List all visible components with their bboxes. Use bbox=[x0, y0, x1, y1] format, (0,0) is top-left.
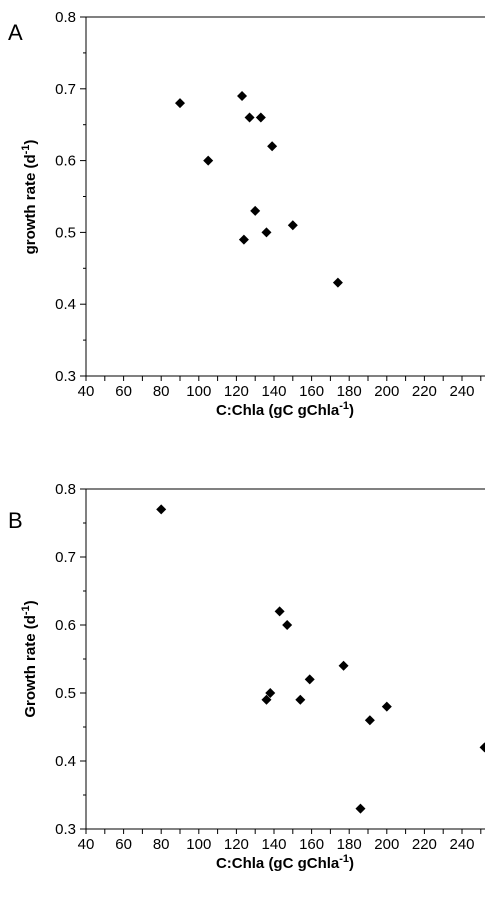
y-tick-label: 0.7 bbox=[55, 81, 76, 98]
x-tick-label: 140 bbox=[261, 836, 286, 853]
data-points bbox=[175, 90, 343, 288]
panel-label: A bbox=[8, 20, 23, 45]
y-tick-label: 0.4 bbox=[55, 753, 76, 770]
x-tick-label: 100 bbox=[186, 383, 211, 400]
y-tick-label: 0.8 bbox=[55, 9, 76, 26]
data-points bbox=[156, 504, 485, 814]
data-point bbox=[287, 220, 298, 231]
data-point bbox=[175, 98, 185, 109]
data-point bbox=[237, 90, 248, 101]
data-point bbox=[304, 674, 315, 685]
data-point bbox=[332, 277, 343, 288]
panel-a: A 0.3 0.4 0.5 0.6 0.7 0.8 40 60 80 100 120 140 160 1… bbox=[8, 9, 485, 419]
data-point bbox=[238, 234, 249, 245]
x-tick-label: 80 bbox=[153, 383, 170, 400]
y-tick-label: 0.3 bbox=[55, 821, 76, 838]
y-ticks: 0.3 0.4 0.5 0.6 0.7 0.8 bbox=[55, 481, 86, 838]
y-tick-label: 0.8 bbox=[55, 481, 76, 498]
data-point bbox=[156, 504, 167, 515]
y-tick-label: 0.4 bbox=[55, 296, 76, 313]
x-tick-label: 60 bbox=[115, 383, 132, 400]
x-tick-label: 160 bbox=[299, 383, 324, 400]
y-ticks: 0.3 0.4 0.5 0.6 0.7 0.8 bbox=[55, 9, 86, 385]
x-tick-label: 180 bbox=[337, 383, 362, 400]
data-point bbox=[479, 742, 485, 753]
panel-b: B 0.3 0.4 0.5 0.6 0.7 0.8 40 60 80 100 120 140 160 1… bbox=[8, 481, 485, 872]
data-point bbox=[265, 688, 276, 698]
y-tick-label: 0.6 bbox=[55, 617, 76, 634]
y-tick-label: 0.6 bbox=[55, 153, 76, 170]
data-point bbox=[244, 112, 255, 123]
data-point bbox=[255, 112, 266, 123]
x-tick-label: 80 bbox=[153, 836, 170, 853]
y-tick-label: 0.5 bbox=[55, 224, 76, 241]
x-axis-title: C:Chla (gC gChla-1) bbox=[216, 400, 354, 419]
x-tick-label: 120 bbox=[224, 383, 249, 400]
x-tick-label: 40 bbox=[78, 383, 95, 400]
x-tick-label: 180 bbox=[337, 836, 362, 853]
x-tick-label: 240 bbox=[449, 383, 474, 400]
x-tick-label: 200 bbox=[374, 836, 399, 853]
x-axis-title: C:Chla (gC gChla-1) bbox=[216, 853, 354, 872]
data-point bbox=[355, 803, 366, 814]
data-point bbox=[261, 227, 272, 238]
x-tick-label: 220 bbox=[412, 836, 437, 853]
x-ticks: 40 60 80 100 120 140 160 180 200 220 240 bbox=[78, 376, 482, 400]
x-tick-label: 220 bbox=[412, 383, 437, 400]
y-axis-title: Growth rate (d-1) bbox=[20, 600, 39, 717]
x-tick-label: 60 bbox=[115, 836, 132, 853]
data-point bbox=[267, 141, 278, 152]
data-point bbox=[295, 694, 306, 705]
x-ticks: 40 60 80 100 120 140 160 180 200 220 240 bbox=[78, 829, 482, 853]
y-tick-label: 0.5 bbox=[55, 685, 76, 702]
x-tick-label: 160 bbox=[299, 836, 324, 853]
data-point bbox=[282, 620, 293, 630]
x-tick-label: 240 bbox=[449, 836, 474, 853]
data-point bbox=[261, 694, 272, 705]
x-tick-label: 40 bbox=[78, 836, 95, 853]
data-point bbox=[250, 205, 261, 216]
data-point bbox=[381, 701, 392, 712]
panel-label: B bbox=[8, 508, 23, 533]
x-tick-label: 120 bbox=[224, 836, 249, 853]
data-point bbox=[274, 606, 285, 617]
x-tick-label: 100 bbox=[186, 836, 211, 853]
x-tick-label: 200 bbox=[374, 383, 399, 400]
data-point bbox=[364, 715, 375, 726]
y-tick-label: 0.3 bbox=[55, 368, 76, 385]
y-axis-title: growth rate (d-1) bbox=[20, 140, 39, 255]
x-tick-label: 140 bbox=[261, 383, 286, 400]
data-point bbox=[203, 155, 214, 166]
y-tick-label: 0.7 bbox=[55, 549, 76, 566]
data-point bbox=[338, 660, 349, 671]
